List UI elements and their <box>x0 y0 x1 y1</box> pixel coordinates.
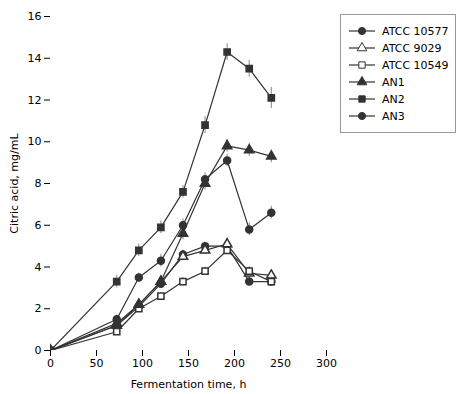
svg-text:16: 16 <box>28 10 42 23</box>
svg-text:300: 300 <box>316 357 337 370</box>
svg-text:Citric acid, mg/mL: Citric acid, mg/mL <box>8 133 21 234</box>
svg-text:0: 0 <box>35 344 42 357</box>
html-text:AN3: AN3 <box>382 109 405 123</box>
svg-text:50: 50 <box>90 357 104 370</box>
html-text:AN1: AN1 <box>382 75 405 89</box>
svg-text:4: 4 <box>35 261 42 274</box>
svg-text:14: 14 <box>28 52 42 65</box>
svg-text:8: 8 <box>35 177 42 190</box>
svg-text:10: 10 <box>28 135 42 148</box>
svg-text:0: 0 <box>47 357 54 370</box>
svg-text:100: 100 <box>132 357 153 370</box>
svg-text:6: 6 <box>35 219 42 232</box>
svg-text:Fermentation time, h: Fermentation time, h <box>131 378 247 391</box>
svg-text:250: 250 <box>270 357 291 370</box>
html-text:ATCC 10577: ATCC 10577 <box>382 24 449 38</box>
html-text:AN2: AN2 <box>382 92 405 106</box>
svg-text:2: 2 <box>35 302 42 315</box>
svg-text:150: 150 <box>178 357 199 370</box>
svg-text:12: 12 <box>28 94 42 107</box>
html-text:ATCC 10549: ATCC 10549 <box>382 58 449 72</box>
svg-text:200: 200 <box>224 357 245 370</box>
html-text:ATCC 9029: ATCC 9029 <box>382 41 442 55</box>
